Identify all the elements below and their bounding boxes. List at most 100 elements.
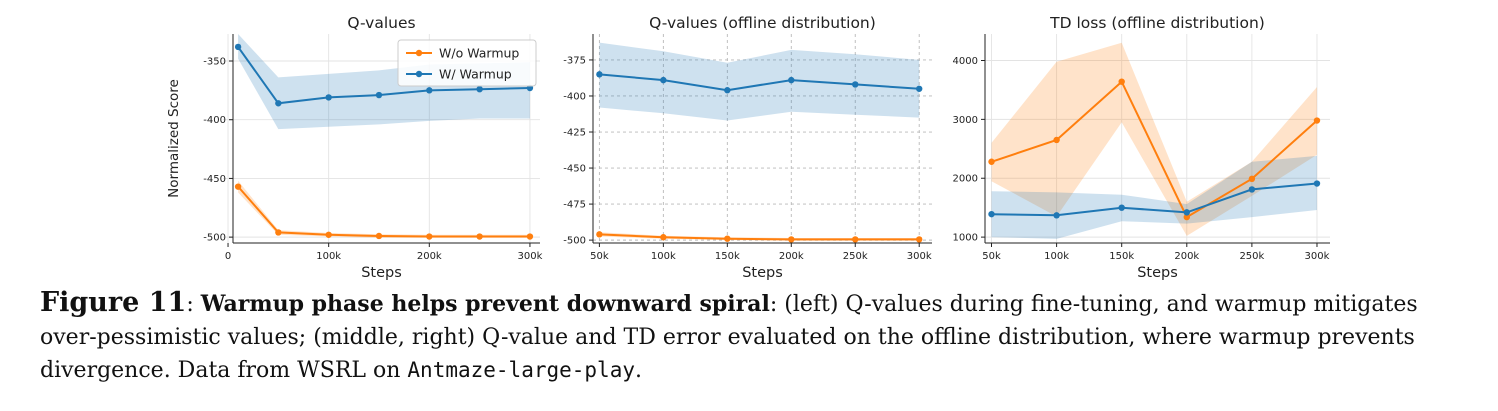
data-point-wo-warmup [916,236,923,243]
y-tick-label: -475 [563,200,586,211]
figure-caption: Figure 11: Warmup phase helps prevent do… [40,286,1470,387]
series-line-w-warmup [599,73,920,92]
x-tick-label: 100k [316,251,341,262]
y-tick-label: -500 [563,236,586,247]
data-point-w-warmup [375,91,383,99]
data-point-w-warmup [916,85,923,92]
data-point-w-warmup [988,210,995,218]
data-point-wo-warmup [1118,78,1125,85]
figure-charts: 0 100k 200k 300k -350 -400 -450 -500 Q-values Ste… [166,14,1330,281]
x-tick-label: 50k [982,251,1001,262]
y-tick-label: -450 [203,174,226,185]
y-tick-label: -450 [563,164,586,175]
data-point-wo-warmup [788,236,795,243]
data-point-w-warmup [1183,209,1190,216]
series-line-wo-warmup [991,80,1318,219]
y-axis-label: Normalized Score [166,79,182,198]
series-line-wo-warmup [237,185,530,238]
y-tick-label: -400 [563,91,586,102]
data-point-w-warmup [325,94,332,101]
chart-title: Q-values (offline distribution) [649,14,876,32]
data-point-wo-warmup [596,231,603,238]
legend: W/o Warmup W/ Warmup [397,39,537,87]
confidence-band-w-warmup [991,155,1317,239]
x-axis-label: Steps [742,265,783,281]
data-point-w-warmup [660,76,667,84]
caption-end: . [634,358,642,383]
chart-panel-1: 0 100k 200k 300k -350 -400 -450 -500 Q-values Ste… [166,14,543,281]
series-line-w-warmup [991,182,1318,217]
data-point-wo-warmup [476,233,483,240]
figure-label: Figure 11 [40,287,187,318]
chart-panel-2: 50k 100k 150k 200k 250k 300k -375 -400 -425 -450 -… [563,14,932,281]
x-tick-label: 50k [590,251,609,262]
x-tick-label: 150k [1109,251,1134,262]
caption-title: Warmup phase helps prevent downward spir… [200,291,770,317]
confidence-band-wo-warmup [238,180,530,238]
data-point-w-warmup [724,87,731,94]
x-tick-label: 200k [417,251,442,262]
data-point-w-warmup [596,71,603,78]
caption-colon: : [186,292,201,317]
series-line-wo-warmup [599,233,920,241]
x-tick-label: 150k [715,251,740,262]
legend-label: W/ Warmup [439,67,512,82]
legend-marker [415,49,423,57]
confidence-band-w-warmup [238,34,530,130]
data-point-w-warmup [1313,180,1321,187]
chart-title: TD loss (offline distribution) [1049,14,1265,32]
data-point-w-warmup [852,81,859,88]
x-tick-label: 100k [1044,251,1069,262]
data-point-wo-warmup [852,236,859,243]
confidence-band-w-warmup [599,42,920,121]
data-point-w-warmup [1118,204,1125,211]
data-point-w-warmup [426,87,433,94]
data-point-wo-warmup [375,232,383,240]
data-point-wo-warmup [1313,117,1321,124]
legend-marker [415,70,423,78]
x-tick-label: 300k [1305,251,1330,262]
x-axis-label: Steps [1137,265,1178,281]
data-point-wo-warmup [988,158,995,165]
y-tick-label: -425 [563,128,586,139]
data-point-wo-warmup [1053,136,1060,144]
x-tick-label: 300k [907,251,932,262]
chart-panel-3: 50k 100k 150k 200k 250k 300k 1000 2000 3000 4000 T… [953,14,1330,281]
y-tick-label: -400 [203,115,226,126]
x-tick-label: 0 [225,251,231,262]
x-axis-label: Steps [361,265,402,281]
data-point-wo-warmup [325,231,332,238]
caption-text: : (left) Q-values during fine-tuning, an… [40,292,1418,383]
data-point-wo-warmup [1248,175,1256,183]
data-point-wo-warmup [724,235,731,242]
data-point-w-warmup [476,85,483,93]
x-tick-label: 100k [651,251,676,262]
data-point-w-warmup [1248,186,1256,193]
chart-title: Q-values [347,14,415,32]
data-point-wo-warmup [426,233,433,240]
y-tick-label: 3000 [953,115,978,126]
y-tick-label: -375 [563,55,586,66]
y-tick-label: 1000 [953,233,978,244]
y-tick-label: -350 [203,57,226,68]
data-point-w-warmup [234,43,242,51]
y-tick-label: 4000 [953,56,978,67]
data-point-wo-warmup [526,233,534,240]
caption-env-name: Antmaze-large-play [407,358,635,382]
legend-label: W/o Warmup [439,46,519,61]
x-tick-label: 200k [1174,251,1199,262]
data-point-wo-warmup [275,229,282,236]
data-point-w-warmup [1053,212,1060,219]
data-point-wo-warmup [660,234,667,241]
data-point-wo-warmup [234,183,242,190]
data-point-w-warmup [788,76,795,84]
legend-box [397,39,537,87]
data-point-w-warmup [275,100,282,107]
data-point-wo-warmup [1183,213,1190,221]
x-tick-label: 250k [843,251,868,262]
y-tick-label: -500 [203,233,226,244]
x-tick-label: 300k [517,251,542,262]
x-tick-label: 250k [1239,251,1264,262]
y-tick-label: 2000 [953,174,978,185]
x-tick-label: 200k [779,251,804,262]
